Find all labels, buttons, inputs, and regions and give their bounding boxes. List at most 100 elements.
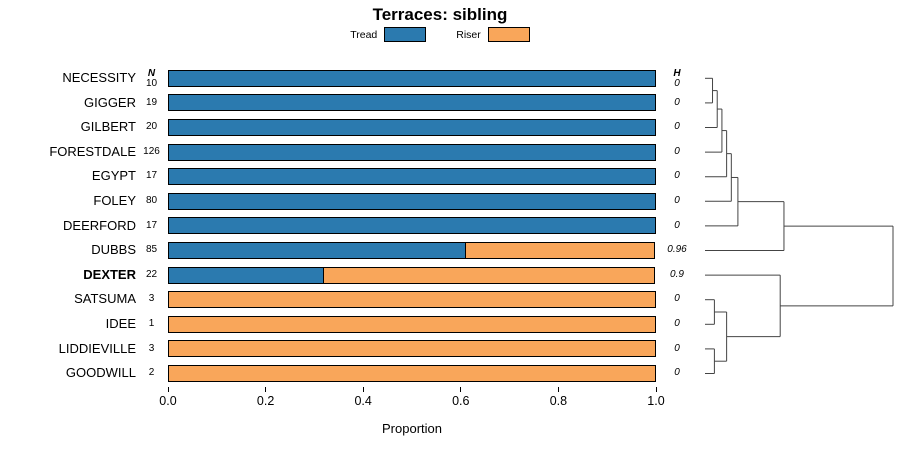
riser-bar-segment	[168, 364, 656, 382]
x-axis-tick-label: 0.4	[354, 394, 372, 408]
tread-bar-segment	[168, 168, 656, 186]
chart-title: Terraces: sibling	[372, 5, 508, 24]
row-label: DUBBS	[91, 242, 136, 258]
row-h-value: 0.96	[667, 244, 687, 256]
x-axis-tick	[265, 387, 267, 392]
row-n-value: 3	[148, 342, 155, 354]
row-h-value: 0	[674, 96, 680, 108]
stacked-bar	[168, 291, 656, 309]
tread-bar-segment	[168, 69, 656, 87]
tread-bar-segment	[168, 143, 656, 161]
row-n-value: 20	[145, 121, 158, 133]
stacked-bar	[168, 241, 656, 259]
x-axis-tick-label: 0.8	[549, 394, 568, 408]
row-n-value: 85	[145, 244, 158, 256]
row-n-value: 19	[145, 96, 158, 108]
row-n-value: 17	[145, 170, 158, 182]
stacked-bar	[168, 94, 656, 112]
legend-label: Tread	[350, 28, 378, 41]
row-h-value: 0	[674, 342, 680, 354]
x-axis-tick-label: 0.6	[452, 394, 470, 408]
stacked-bar	[168, 266, 656, 284]
x-axis-tick	[362, 387, 364, 392]
n-column-header: N	[147, 68, 156, 79]
chart-row: LIDDIEVILLE 3 0	[0, 337, 900, 362]
row-label: DEXTER	[83, 266, 136, 282]
x-axis-label: Proportion	[382, 421, 442, 436]
tread-bar-segment	[168, 94, 656, 112]
riser-bar-segment	[323, 266, 655, 284]
row-h-value: 0	[674, 170, 680, 182]
riser-bar-segment	[168, 315, 656, 333]
row-label: FOLEY	[93, 193, 136, 208]
legend-item: Tread	[350, 27, 427, 42]
legend-swatch	[384, 27, 427, 42]
chart-row: GIGGER 19 0	[0, 91, 900, 116]
chart-row: GILBERT 20 0	[0, 115, 900, 140]
stacked-bar	[168, 364, 656, 382]
chart-row: FOLEY 80 0	[0, 189, 900, 214]
row-h-value: 0	[674, 145, 680, 157]
x-axis-tick	[655, 387, 657, 392]
row-label: GOODWILL	[65, 365, 136, 381]
row-label: SATSUMA	[74, 291, 136, 307]
stacked-bar	[168, 168, 656, 186]
x-axis-tick-label: 1.0	[647, 394, 665, 408]
riser-bar-segment	[168, 291, 656, 309]
row-h-value: 0	[674, 78, 680, 89]
stacked-bar	[168, 143, 656, 161]
chart-row: EGYPT 17 0	[0, 164, 900, 189]
tread-bar-segment	[168, 241, 466, 259]
row-h-value: 0	[674, 219, 680, 231]
chart-row: GOODWILL 2 0	[0, 361, 900, 386]
tread-bar-segment	[168, 266, 325, 284]
row-n-value: 80	[145, 195, 158, 206]
row-label: GILBERT	[80, 119, 136, 135]
stacked-bar	[168, 118, 656, 136]
stacked-bar	[168, 315, 656, 333]
legend-item: Riser	[456, 27, 530, 42]
row-label: LIDDIEVILLE	[58, 340, 136, 356]
row-label: IDEE	[105, 316, 136, 331]
chart-row: SATSUMA 3 0	[0, 287, 900, 312]
legend: Tread Riser	[0, 27, 880, 42]
row-n-value: 10	[145, 78, 158, 89]
row-h-value: 0	[674, 367, 680, 379]
stacked-bar	[168, 69, 656, 87]
stacked-bar	[168, 217, 656, 235]
tread-bar-segment	[168, 217, 656, 235]
row-h-value: 0	[674, 121, 680, 133]
row-n-value: 126	[143, 145, 160, 157]
row-label: EGYPT	[91, 168, 136, 184]
row-label: FORESTDALE	[49, 143, 136, 159]
chart-row: DEXTER 22 0.9	[0, 263, 900, 288]
chart-row: DUBBS 85 0.96	[0, 238, 900, 263]
row-h-value: 0	[674, 195, 680, 206]
chart-row: NECESSITY 10 0	[0, 66, 900, 91]
riser-bar-segment	[168, 340, 656, 358]
row-label: NECESSITY	[62, 70, 136, 85]
legend-swatch	[487, 27, 530, 42]
h-column-header: H	[673, 68, 681, 79]
row-n-value: 22	[145, 268, 158, 280]
tread-bar-segment	[168, 192, 656, 210]
chart-row: DEERFORD 17 0	[0, 214, 900, 239]
row-h-value: 0	[674, 318, 680, 329]
x-axis-tick	[167, 387, 169, 392]
tread-bar-segment	[168, 118, 656, 136]
riser-bar-segment	[464, 241, 655, 259]
chart-row: IDEE 1 0	[0, 312, 900, 337]
x-axis-tick	[557, 387, 559, 392]
stacked-bar	[168, 340, 656, 358]
x-axis-tick-label: 0.0	[159, 394, 177, 408]
stacked-bar	[168, 192, 656, 210]
row-h-value: 0.9	[670, 268, 684, 280]
row-n-value: 2	[148, 367, 155, 379]
row-label: GIGGER	[83, 94, 136, 110]
legend-label: Riser	[456, 28, 481, 41]
dendrogram	[705, 77, 894, 374]
x-axis-tick-label: 0.2	[256, 394, 275, 408]
row-n-value: 17	[145, 219, 158, 231]
x-axis-tick	[460, 387, 462, 392]
